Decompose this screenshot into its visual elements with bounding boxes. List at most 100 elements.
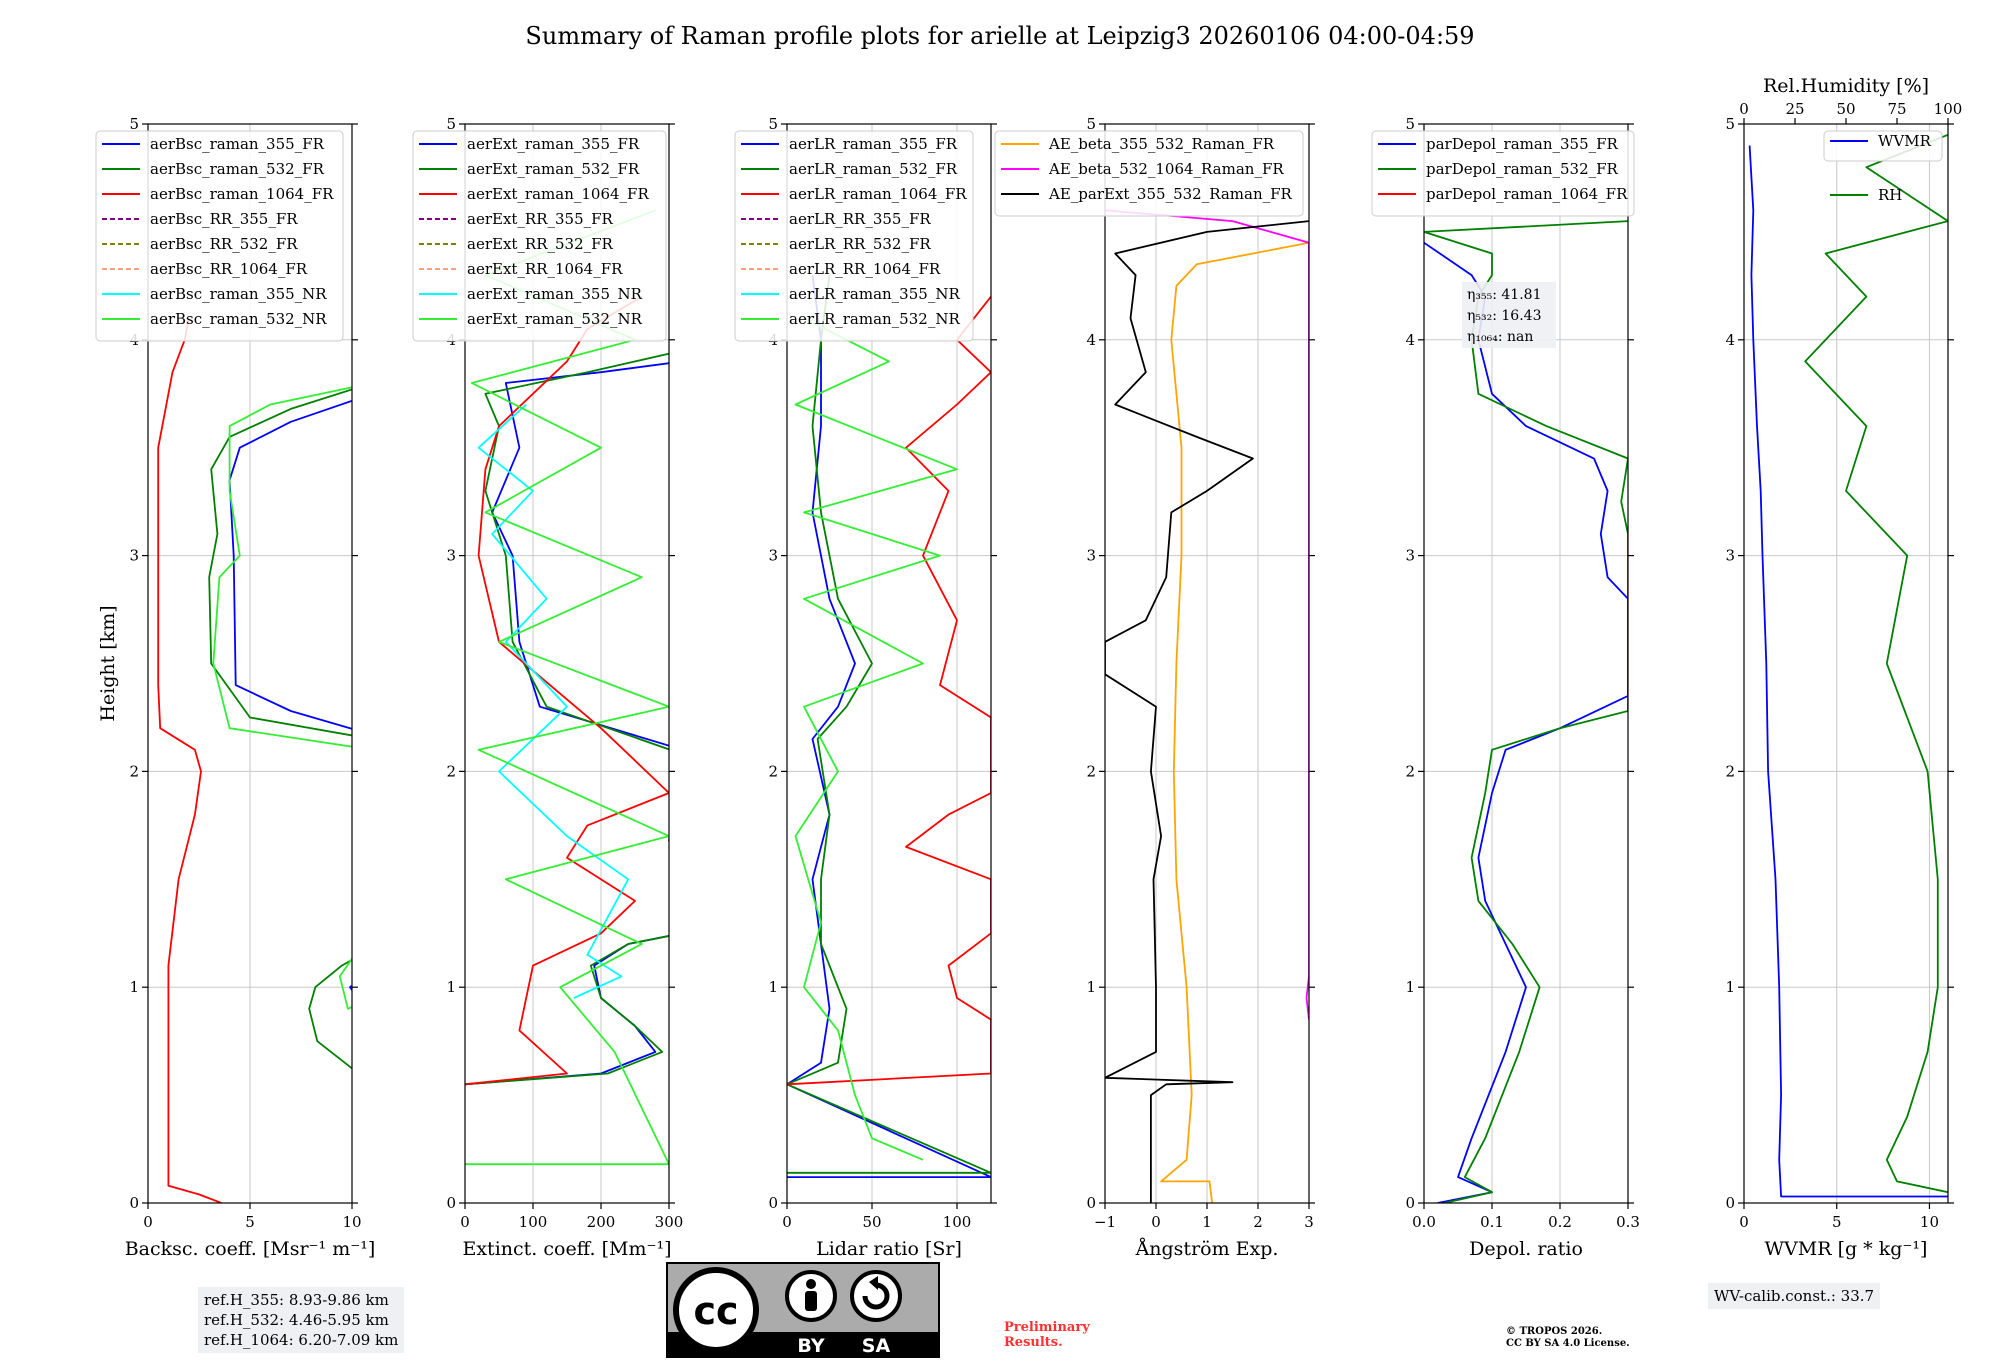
copyright-note: © TROPOS 2026. CC BY SA 4.0 License. [1506, 1326, 1630, 1350]
x-tick-label: 1 [1202, 1213, 1212, 1231]
preliminary-line-2: Results. [1004, 1335, 1063, 1350]
x-tick-label: 5 [245, 1213, 255, 1231]
x-tick-label: 0.1 [1480, 1213, 1504, 1231]
y-tick-label: 0 [1086, 1194, 1096, 1212]
x-tick-label: 100 [519, 1213, 548, 1231]
panel-backscatter: 0510012345Backsc. coeff. [Msr⁻¹ m⁻¹]Heig… [95, 115, 375, 1260]
y-tick-label: 0 [129, 1194, 139, 1212]
copyright-line-1: © TROPOS 2026. [1506, 1326, 1603, 1337]
x-tick-label: 10 [342, 1213, 361, 1231]
x-tick-label: 0 [782, 1213, 792, 1231]
y-tick-label: 5 [1405, 115, 1415, 133]
legend-box [1823, 130, 1943, 162]
ref-height-532: ref.H_532: 4.46-5.95 km [204, 1311, 389, 1329]
x-tick-label: 0.0 [1412, 1213, 1436, 1231]
series-group [465, 209, 669, 1166]
wv-calib-const: WV-calib.const.: 33.7 [1714, 1287, 1875, 1305]
legend-label: aerLR_RR_532_FR [789, 235, 931, 253]
x-axis-label: Extinct. coeff. [Mm⁻¹] [462, 1238, 671, 1260]
x2-tick-label: 0 [1739, 100, 1749, 118]
y-tick-label: 0 [768, 1194, 778, 1212]
legend-label: aerBsc_RR_355_FR [150, 210, 298, 228]
legend-label: aerLR_raman_1064_FR [789, 185, 967, 203]
cc-license-badge: cc BY SA [666, 1262, 940, 1358]
series-line-aerExt_raman_355_NR [477, 403, 630, 999]
legend-box [734, 130, 974, 342]
y-tick-label: 1 [1405, 978, 1415, 996]
series-group [157, 318, 352, 1203]
series-line-WVMR [1748, 145, 1948, 1198]
y-tick-label: 5 [129, 115, 139, 133]
legend-label: parDepol_raman_355_FR [1426, 135, 1619, 153]
annotation-box [1462, 282, 1556, 348]
wv-calib-box: WV-calib.const.: 33.7 [1708, 1283, 1881, 1309]
by-person-body [805, 1291, 817, 1311]
x-tick-label: 50 [862, 1213, 881, 1231]
series-line-parDepol_raman_532_FR [1424, 220, 1628, 1203]
cc-text: cc [693, 1289, 738, 1333]
sa-label: SA [862, 1335, 891, 1357]
legend-label: aerExt_RR_532_FR [467, 235, 614, 253]
x-axis-label: Depol. ratio [1469, 1238, 1583, 1260]
axes-frame [1423, 123, 1629, 1204]
y-tick-label: 0 [1725, 1194, 1735, 1212]
legend-label: AE_parExt_355_532_Raman_FR [1048, 185, 1293, 203]
panel-lidar_ratio: 050100012345Lidar ratio [Sr]aerLR_raman_… [734, 115, 997, 1260]
y-tick-label: 2 [1725, 762, 1735, 780]
legend-label: aerLR_RR_355_FR [789, 210, 931, 228]
y-tick-label: 2 [1086, 762, 1096, 780]
x-tick-label: 5 [1832, 1213, 1842, 1231]
sa-arrow-arc [862, 1282, 890, 1310]
series-line-aerBsc_raman_1064_FR [157, 318, 222, 1203]
y-tick-label: 2 [446, 762, 456, 780]
y-tick-label: 2 [768, 762, 778, 780]
legend-box [994, 130, 1304, 217]
y-tick-label: 1 [129, 978, 139, 996]
ref-height-box: ref.H_355: 8.93-9.86 km ref.H_532: 4.46-… [198, 1287, 405, 1353]
legend-label: aerExt_raman_355_FR [467, 135, 640, 153]
x2-tick-label: 75 [1887, 100, 1906, 118]
by-person-head [806, 1279, 816, 1289]
x2-tick-label: 50 [1836, 100, 1855, 118]
legend-box [1371, 130, 1635, 217]
y-tick-label: 1 [446, 978, 456, 996]
legend-label: aerLR_RR_1064_FR [789, 260, 941, 278]
axes-frame [1743, 123, 1949, 1204]
legend-label: parDepol_raman_532_FR [1426, 160, 1619, 178]
sa-arrow-head [869, 1276, 878, 1290]
legend-label: aerBsc_raman_355_NR [150, 285, 327, 303]
y-tick-label: 5 [446, 115, 456, 133]
x-tick-label: −1 [1094, 1213, 1116, 1231]
legend-label: RH [1878, 186, 1902, 204]
y-tick-label: 2 [1405, 762, 1415, 780]
series-line-aerLR_raman_1064_FR [787, 296, 991, 1086]
legend-label: aerExt_raman_355_NR [467, 285, 643, 303]
x-axis-label: WVMR [g * kg⁻¹] [1765, 1238, 1928, 1260]
panel-depol: 0.0 0.1 0.2 0.3 0 1 2 3 4 5 Depol. ratio parDepol_r… [1371, 115, 1640, 1260]
legend-label: aerExt_raman_532_FR [467, 160, 640, 178]
y-tick-label: 5 [1086, 115, 1096, 133]
y-tick-label: 5 [768, 115, 778, 133]
y-tick-label: 4 [1086, 331, 1096, 349]
axes-frame [786, 123, 992, 1204]
axes-frame [464, 123, 670, 1204]
y-tick-label: 3 [768, 547, 778, 565]
series-line-aerExt_raman_532_NR [465, 209, 669, 1166]
legend-label: aerBsc_raman_532_FR [150, 160, 325, 178]
ref-height-355: ref.H_355: 8.93-9.86 km [204, 1291, 389, 1309]
y-tick-label: 4 [1405, 331, 1415, 349]
x-axis-label: Ångström Exp. [1135, 1238, 1279, 1260]
legend-label: aerLR_raman_355_FR [789, 135, 958, 153]
x-tick-label: 0.2 [1548, 1213, 1572, 1231]
legend-label: aerBsc_raman_532_NR [150, 310, 327, 328]
legend-label: aerLR_raman_532_NR [789, 310, 960, 328]
y-tick-label: 2 [129, 762, 139, 780]
legend-label: aerBsc_raman_1064_FR [150, 185, 334, 203]
annotation-line: η₁₀₆₄: nan [1467, 329, 1533, 345]
x-tick-label: 0 [1151, 1213, 1161, 1231]
series-line-aerBsc_raman_532_NR [212, 386, 352, 1010]
series-group [787, 274, 991, 1178]
y-tick-label: 3 [1405, 547, 1415, 565]
